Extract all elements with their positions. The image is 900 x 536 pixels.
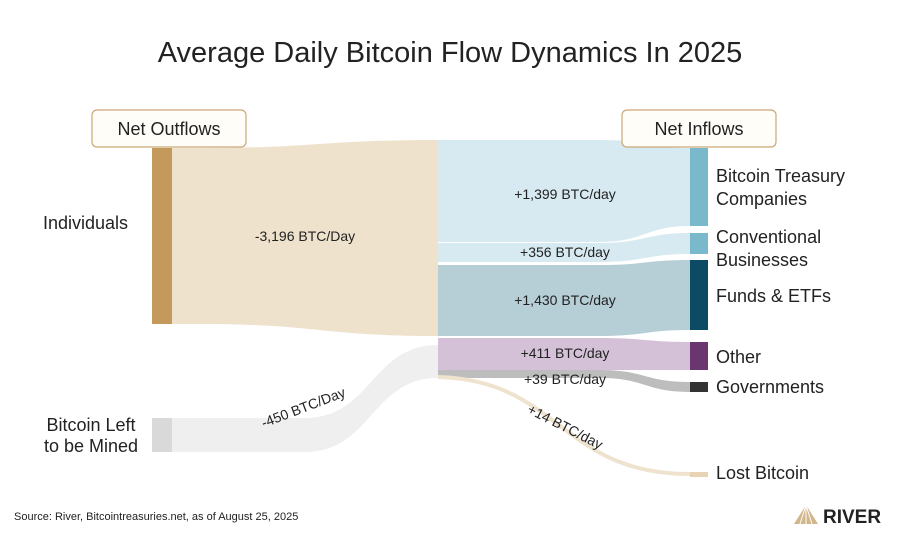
mined-flow bbox=[172, 345, 438, 452]
flow-label-target-2: +1,430 BTC/day bbox=[514, 292, 616, 308]
node-target-0 bbox=[690, 148, 708, 226]
node-bitcoin-left-to-be-mined bbox=[152, 418, 172, 452]
flow-1 bbox=[438, 233, 690, 262]
source-note: Source: River, Bitcointreasuries.net, as… bbox=[14, 511, 298, 523]
flow-label-target-1: +356 BTC/day bbox=[520, 244, 610, 260]
flow-label-target-4: +39 BTC/day bbox=[524, 371, 606, 387]
label-target-4-line1: Governments bbox=[716, 377, 824, 397]
node-target-1 bbox=[690, 233, 708, 254]
node-target-5 bbox=[690, 472, 708, 477]
flow-lost-bitcoin bbox=[437, 375, 691, 476]
node-target-2 bbox=[690, 260, 708, 330]
label-mined-line1: Bitcoin Left bbox=[46, 415, 135, 435]
net-outflows-label: Net Outflows bbox=[117, 119, 220, 139]
flow-label-target-5: +14 BTC/day bbox=[525, 401, 605, 453]
flow-2 bbox=[438, 260, 690, 336]
label-target-5-line1: Lost Bitcoin bbox=[716, 463, 809, 483]
individuals-flow bbox=[172, 140, 438, 336]
label-individuals: Individuals bbox=[43, 213, 128, 233]
flow-label-target-0: +1,399 BTC/day bbox=[514, 186, 616, 202]
label-target-2-line1: Funds & ETFs bbox=[716, 286, 831, 306]
label-target-1-line1: Conventional bbox=[716, 227, 821, 247]
river-logo: RIVER bbox=[794, 504, 881, 528]
flow-label-individuals: -3,196 BTC/Day bbox=[255, 228, 355, 244]
node-target-3 bbox=[690, 342, 708, 370]
label-target-1-line2: Businesses bbox=[716, 250, 808, 270]
chart-title: Average Daily Bitcoin Flow Dynamics In 2… bbox=[158, 37, 743, 69]
net-outflows-header: Net Outflows bbox=[91, 109, 247, 148]
flow-4 bbox=[438, 370, 690, 392]
flow-0 bbox=[438, 140, 690, 242]
net-inflows-header: Net Inflows bbox=[621, 109, 777, 148]
node-individuals bbox=[152, 148, 172, 324]
node-target-4 bbox=[690, 382, 708, 392]
label-target-3-line1: Other bbox=[716, 347, 761, 367]
flow-3 bbox=[438, 338, 690, 370]
river-logo-mark bbox=[794, 504, 818, 525]
label-target-0-line1: Bitcoin Treasury bbox=[716, 166, 845, 186]
net-inflows-label: Net Inflows bbox=[654, 119, 743, 139]
river-logo-text: RIVER bbox=[823, 507, 881, 528]
label-target-0-line2: Companies bbox=[716, 189, 807, 209]
label-mined-line2: to be Mined bbox=[44, 436, 138, 456]
flow-label-target-3: +411 BTC/day bbox=[521, 345, 610, 361]
